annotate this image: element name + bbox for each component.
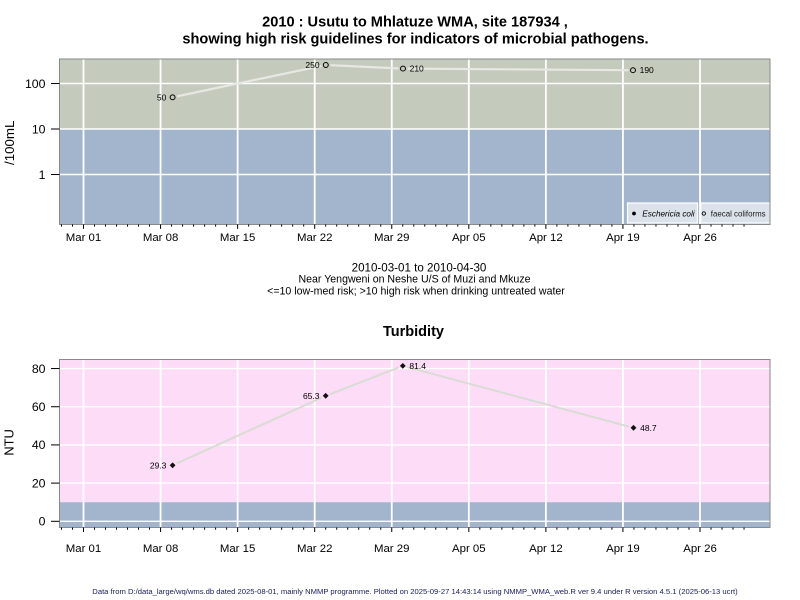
svg-text:2010-03-01 to 2010-04-30: 2010-03-01 to 2010-04-30 <box>352 262 487 275</box>
svg-text:Mar 29: Mar 29 <box>374 543 409 555</box>
svg-text:65.3: 65.3 <box>303 391 320 401</box>
svg-text:48.7: 48.7 <box>640 423 657 433</box>
svg-text:Apr 05: Apr 05 <box>452 232 486 244</box>
svg-text:Near Yengweni on Neshe U/S of: Near Yengweni on Neshe U/S of Muzi and M… <box>298 274 530 286</box>
svg-text:29.3: 29.3 <box>150 460 167 470</box>
svg-text:1: 1 <box>39 168 46 182</box>
svg-text:/100mL: /100mL <box>2 121 17 165</box>
svg-text:81.4: 81.4 <box>409 361 426 371</box>
svg-text:Apr 05: Apr 05 <box>452 543 486 555</box>
svg-text:10: 10 <box>32 122 46 136</box>
svg-text:Apr 26: Apr 26 <box>683 543 717 555</box>
svg-text:showing high risk guidelines f: showing high risk guidelines for indicat… <box>182 31 648 47</box>
svg-text:Mar 01: Mar 01 <box>66 543 101 555</box>
svg-text:Apr 19: Apr 19 <box>606 232 640 244</box>
svg-text:Turbidity: Turbidity <box>383 324 444 340</box>
svg-text:Mar 22: Mar 22 <box>297 543 332 555</box>
svg-text:Mar 15: Mar 15 <box>220 232 255 244</box>
svg-text:Eschericia coli: Eschericia coli <box>642 210 695 219</box>
svg-text:80: 80 <box>32 362 46 376</box>
svg-text:0: 0 <box>39 515 46 529</box>
svg-text:2010 : Usutu to Mhlatuze WMA,: 2010 : Usutu to Mhlatuze WMA, site 18793… <box>262 14 568 30</box>
svg-text:250: 250 <box>305 60 319 70</box>
svg-text:Data from D:/data_large/wq/wms: Data from D:/data_large/wq/wms.db dated … <box>92 587 738 596</box>
svg-text:210: 210 <box>410 64 424 74</box>
svg-text:NTU: NTU <box>2 429 17 456</box>
svg-text:60: 60 <box>32 400 46 414</box>
svg-text:Mar 08: Mar 08 <box>143 543 178 555</box>
svg-text:190: 190 <box>640 65 654 75</box>
svg-text:Apr 12: Apr 12 <box>529 543 563 555</box>
svg-text:Mar 29: Mar 29 <box>374 232 409 244</box>
svg-text:100: 100 <box>25 77 46 91</box>
svg-text:Apr 12: Apr 12 <box>529 232 563 244</box>
svg-text:50: 50 <box>157 92 167 102</box>
svg-text:faecal coliforms: faecal coliforms <box>711 210 766 219</box>
svg-text:Apr 26: Apr 26 <box>683 232 717 244</box>
svg-text:Mar 08: Mar 08 <box>143 232 178 244</box>
svg-text:Mar 22: Mar 22 <box>297 232 332 244</box>
svg-text:<=10 low-med risk; >10 high ri: <=10 low-med risk; >10 high risk when dr… <box>267 286 565 298</box>
svg-text:20: 20 <box>32 476 46 490</box>
svg-text:Mar 15: Mar 15 <box>220 543 255 555</box>
svg-text:40: 40 <box>32 438 46 452</box>
svg-text:Apr 19: Apr 19 <box>606 543 640 555</box>
svg-text:Mar 01: Mar 01 <box>66 232 101 244</box>
